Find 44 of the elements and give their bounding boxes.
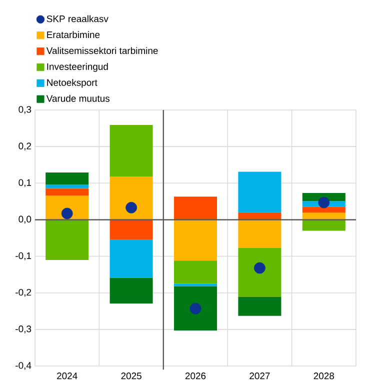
bar	[46, 172, 89, 185]
point	[61, 208, 73, 220]
point	[126, 202, 137, 214]
y-tick-label: 0,3	[18, 106, 32, 114]
bar	[110, 278, 153, 304]
x-tick-label: 2028	[314, 372, 334, 380]
x-tick-label: 2025	[121, 372, 142, 380]
bar	[174, 260, 218, 284]
bar	[46, 184, 89, 188]
bar	[302, 206, 346, 213]
bar	[174, 196, 218, 220]
legend-label: Investeeringud	[47, 63, 108, 72]
bar	[238, 248, 282, 297]
bar	[110, 124, 153, 177]
bar	[174, 284, 218, 286]
y-tick-label: 0,1	[18, 179, 32, 188]
legend-label: Varude muutus	[46, 94, 110, 102]
y-tick-label: -0,4	[16, 362, 32, 370]
point	[190, 302, 202, 314]
bar	[46, 188, 89, 196]
bar	[174, 286, 218, 331]
bar	[174, 220, 218, 261]
y-tick-label: -0,3	[16, 326, 32, 334]
bar	[302, 220, 346, 231]
x-tick-label: 2026	[185, 372, 206, 380]
bar	[238, 296, 282, 316]
legend-label: SKP reaalkasv	[46, 15, 108, 22]
y-tick-label: 0,0	[18, 216, 32, 224]
point	[318, 196, 330, 208]
x-tick-label: 2024	[57, 372, 78, 380]
bar	[238, 220, 282, 248]
y-tick-label: -0,1	[16, 252, 32, 260]
point	[254, 262, 266, 274]
legend-label: Eratarbimine	[47, 31, 100, 38]
y-tick-label: -0,2	[16, 288, 32, 297]
bar	[46, 220, 89, 260]
bar	[110, 220, 153, 240]
x-tick-label: 2027	[250, 372, 270, 380]
bar	[238, 172, 282, 212]
legend-label: Netoeksport	[47, 78, 98, 88]
legend-label: Valitsemissektori tarbimine	[46, 47, 158, 54]
bar	[110, 176, 153, 220]
y-tick-label: 0,2	[18, 142, 32, 150]
bar	[110, 240, 153, 278]
